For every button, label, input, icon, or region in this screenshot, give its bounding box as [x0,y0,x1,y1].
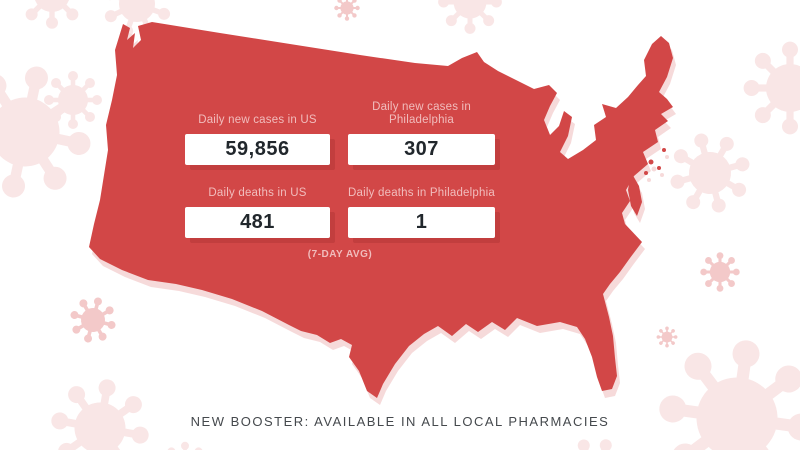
virus-icon [17,0,87,29]
booster-banner: NEW BOOSTER: AVAILABLE IN ALL LOCAL PHAR… [190,414,610,429]
virus-icon [333,0,361,22]
us-map-icon [89,22,673,398]
virus-icon [43,371,157,450]
virus-icon [698,250,742,294]
virus-icon [550,427,641,450]
virus-icon [744,42,800,135]
virus-icon [655,325,679,349]
virus-icon [655,118,766,229]
virus-icon [62,289,124,351]
virus-icon [0,53,104,211]
virus-icon [160,439,210,450]
virus-icon [649,330,800,450]
virus-icon [44,71,102,129]
virus-icon [438,0,502,34]
